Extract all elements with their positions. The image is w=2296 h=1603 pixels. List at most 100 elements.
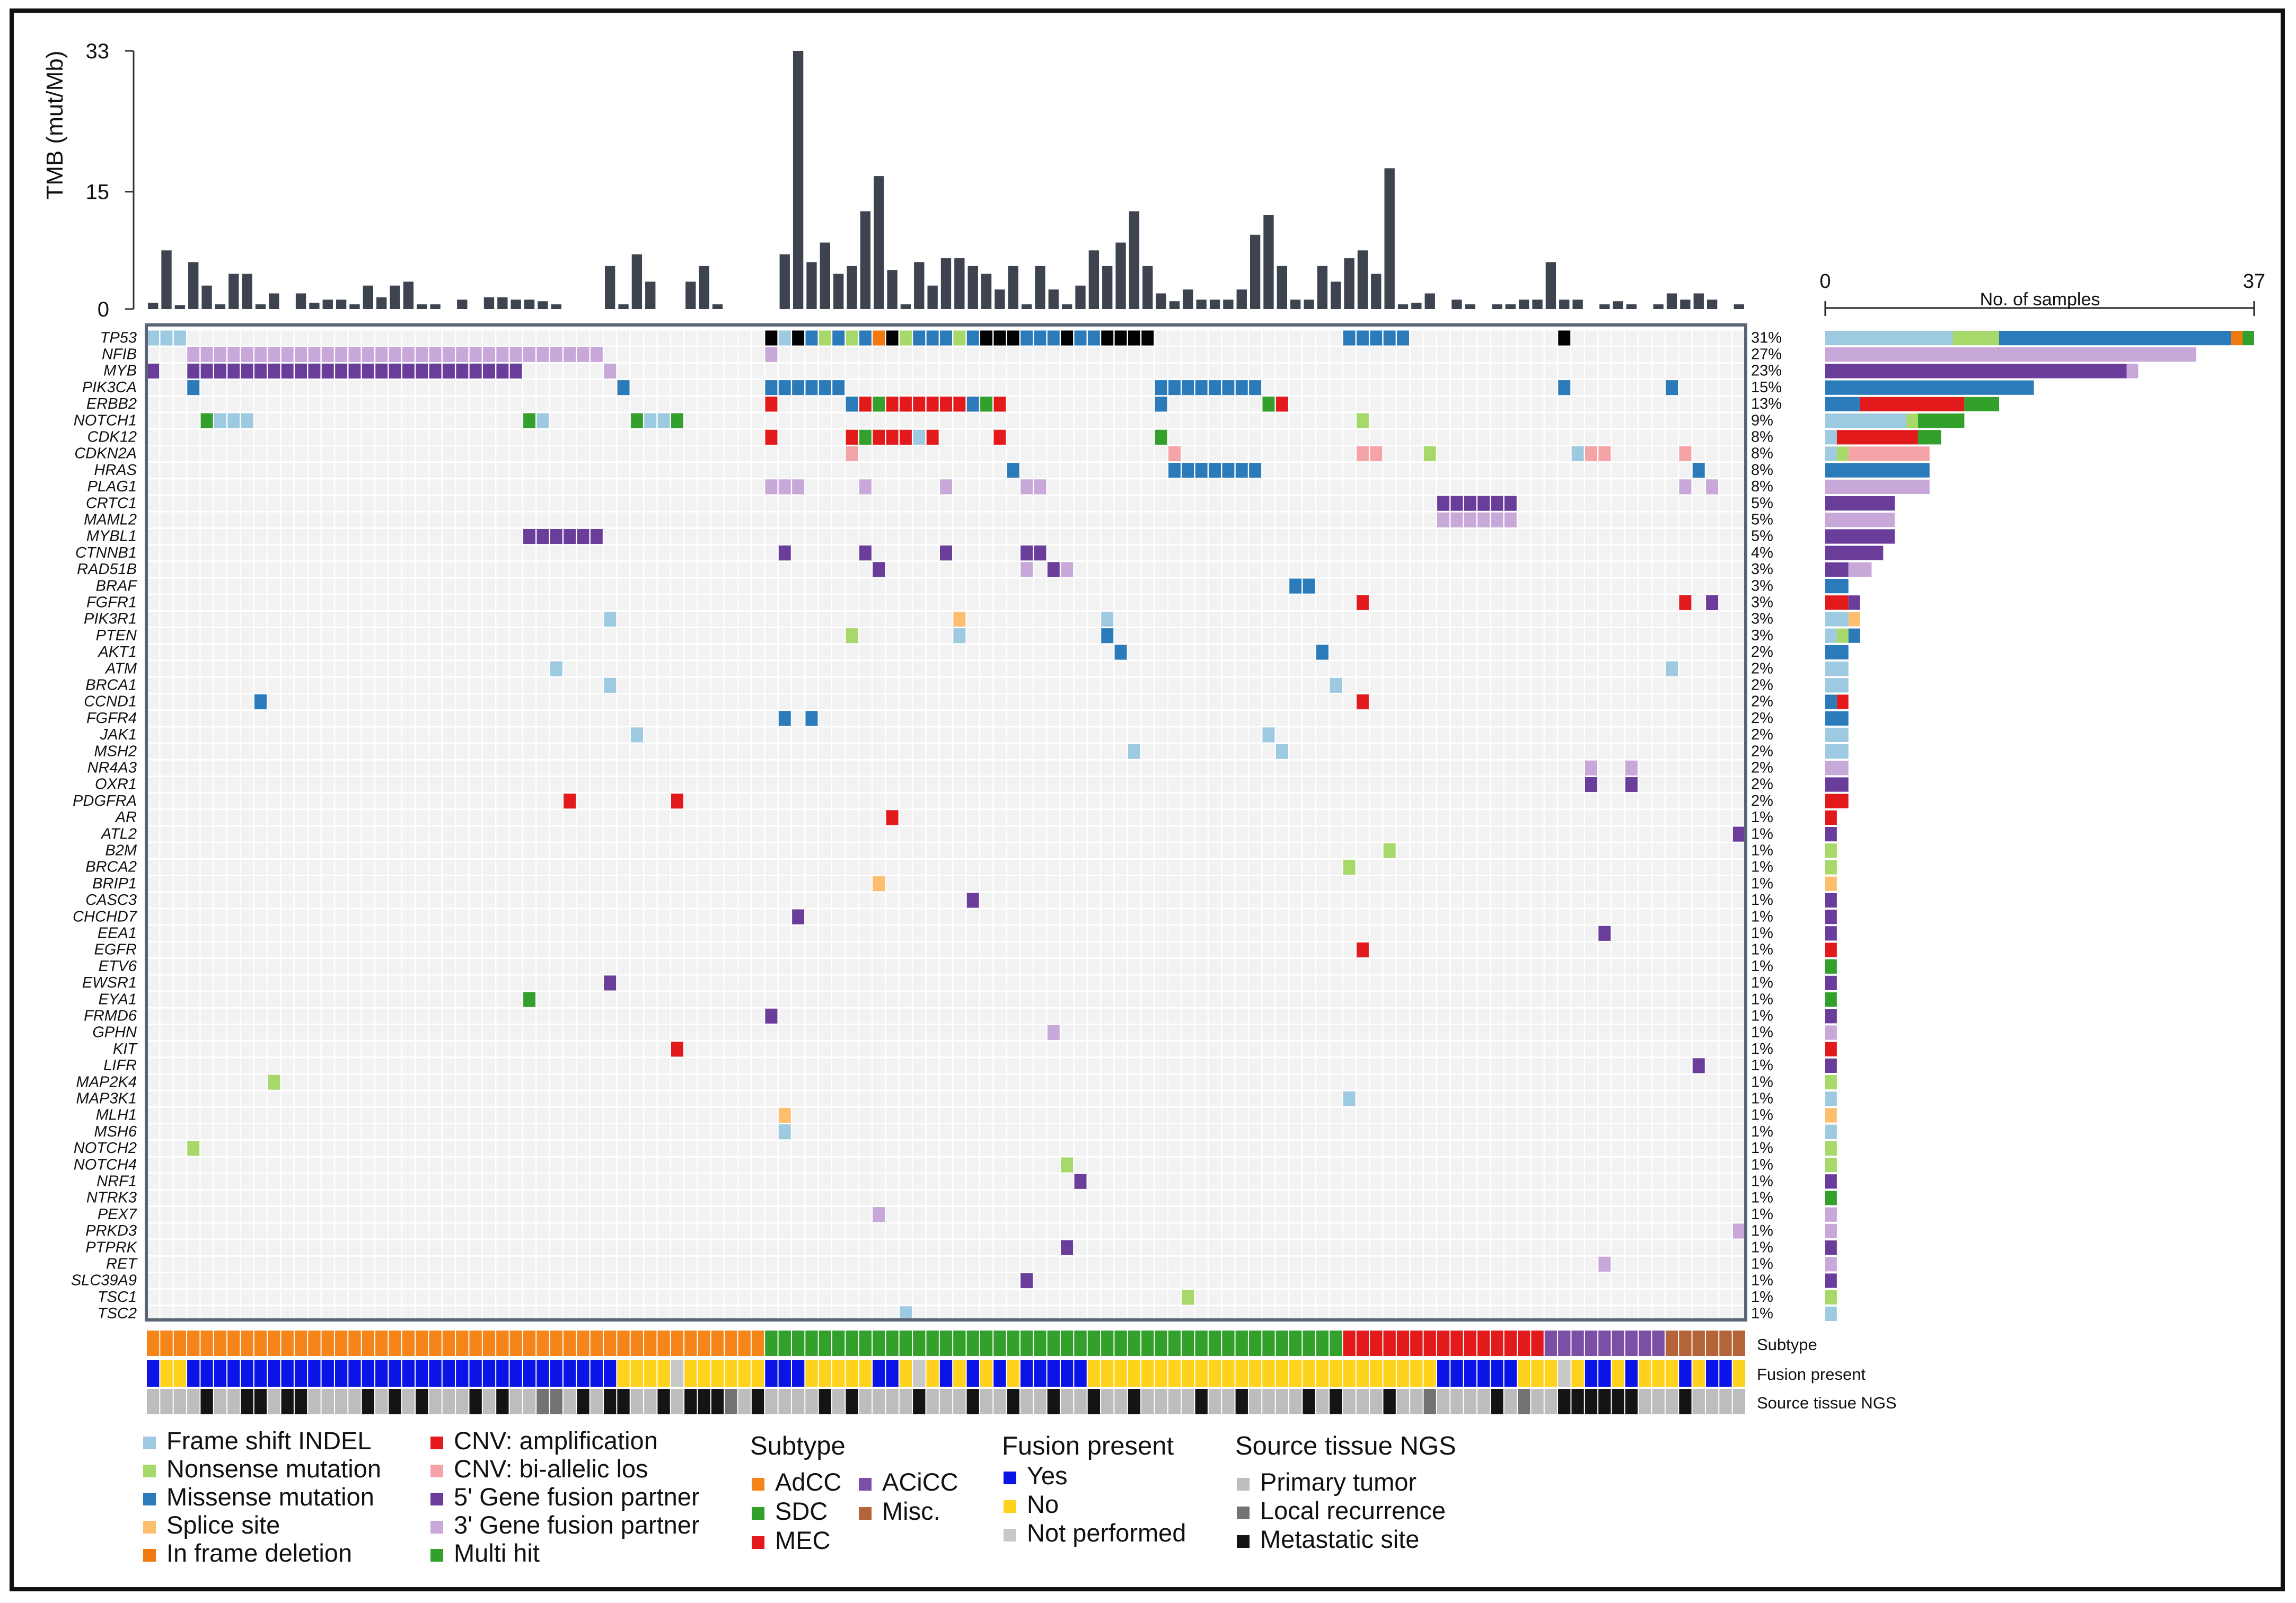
- empty-cell: [604, 529, 617, 544]
- empty-cell: [1303, 677, 1315, 693]
- empty-cell: [1397, 479, 1409, 495]
- empty-cell: [1330, 876, 1342, 892]
- empty-cell: [1087, 545, 1100, 561]
- alteration-cell: [536, 347, 549, 362]
- empty-cell: [1544, 926, 1557, 941]
- empty-cell: [630, 429, 643, 445]
- empty-cell: [698, 992, 710, 1007]
- empty-cell: [254, 512, 267, 527]
- empty-cell: [241, 893, 253, 908]
- empty-cell: [200, 959, 213, 974]
- empty-cell: [819, 760, 831, 776]
- empty-cell: [1531, 942, 1544, 958]
- empty-cell: [308, 661, 321, 676]
- empty-cell: [1410, 975, 1423, 991]
- empty-cell: [1558, 859, 1571, 875]
- empty-cell: [509, 429, 522, 445]
- empty-cell: [966, 413, 979, 428]
- empty-cell: [1612, 446, 1624, 462]
- empty-cell: [1330, 694, 1342, 710]
- alteration-cell: [550, 347, 562, 362]
- empty-cell: [1544, 744, 1557, 759]
- alteration-cell: [214, 413, 226, 428]
- empty-cell: [752, 529, 764, 544]
- empty-cell: [187, 661, 200, 676]
- empty-cell: [389, 595, 401, 610]
- empty-cell: [671, 347, 683, 362]
- empty-cell: [1585, 893, 1597, 908]
- empty-cell: [698, 727, 710, 743]
- empty-cell: [1249, 926, 1262, 941]
- empty-cell: [752, 330, 764, 346]
- empty-cell: [1598, 677, 1611, 693]
- empty-cell: [402, 446, 415, 462]
- empty-cell: [1397, 992, 1409, 1007]
- empty-cell: [509, 744, 522, 759]
- empty-cell: [1007, 496, 1019, 511]
- empty-cell: [496, 909, 509, 924]
- empty-cell: [819, 611, 831, 627]
- empty-cell: [1249, 843, 1262, 858]
- alteration-cell: [1209, 380, 1221, 395]
- empty-cell: [832, 463, 845, 478]
- empty-cell: [953, 380, 966, 395]
- empty-cell: [805, 909, 818, 924]
- empty-cell: [1598, 397, 1611, 412]
- empty-cell: [1141, 512, 1154, 527]
- empty-cell: [1275, 545, 1288, 561]
- empty-cell: [268, 826, 280, 842]
- empty-cell: [1531, 661, 1544, 676]
- empty-cell: [214, 628, 226, 644]
- empty-cell: [335, 595, 348, 610]
- empty-cell: [1128, 694, 1140, 710]
- empty-cell: [1719, 992, 1732, 1007]
- empty-cell: [1625, 992, 1638, 1007]
- empty-cell: [160, 347, 173, 362]
- empty-cell: [1652, 578, 1665, 594]
- empty-cell: [1101, 677, 1114, 693]
- empty-cell: [1666, 826, 1678, 842]
- empty-cell: [375, 777, 388, 792]
- empty-cell: [1719, 330, 1732, 346]
- empty-cell: [1356, 677, 1369, 693]
- empty-cell: [913, 843, 926, 858]
- empty-cell: [402, 959, 415, 974]
- empty-cell: [375, 677, 388, 693]
- alteration-cell: [1249, 380, 1262, 395]
- empty-cell: [1491, 959, 1503, 974]
- empty-cell: [913, 959, 926, 974]
- empty-cell: [1330, 843, 1342, 858]
- empty-cell: [1571, 578, 1584, 594]
- empty-cell: [268, 479, 280, 495]
- empty-cell: [1249, 677, 1262, 693]
- empty-cell: [1087, 661, 1100, 676]
- empty-cell: [630, 661, 643, 676]
- empty-cell: [1128, 975, 1140, 991]
- empty-cell: [509, 661, 522, 676]
- empty-cell: [200, 826, 213, 842]
- empty-cell: [1612, 380, 1624, 395]
- tmb-bar: [349, 304, 360, 309]
- empty-cell: [577, 611, 590, 627]
- empty-cell: [321, 479, 334, 495]
- empty-cell: [778, 959, 791, 974]
- empty-cell: [926, 496, 939, 511]
- empty-cell: [483, 677, 495, 693]
- empty-cell: [1383, 859, 1396, 875]
- empty-cell: [1397, 496, 1409, 511]
- empty-cell: [173, 959, 186, 974]
- empty-cell: [1141, 645, 1154, 660]
- empty-cell: [926, 463, 939, 478]
- empty-cell: [913, 611, 926, 627]
- empty-cell: [1303, 859, 1315, 875]
- empty-cell: [187, 843, 200, 858]
- empty-cell: [1437, 611, 1450, 627]
- empty-cell: [469, 429, 482, 445]
- empty-cell: [1423, 347, 1436, 362]
- empty-cell: [792, 959, 805, 974]
- empty-cell: [1249, 545, 1262, 561]
- empty-cell: [1114, 595, 1127, 610]
- empty-cell: [1423, 545, 1436, 561]
- empty-cell: [375, 578, 388, 594]
- empty-cell: [1128, 347, 1140, 362]
